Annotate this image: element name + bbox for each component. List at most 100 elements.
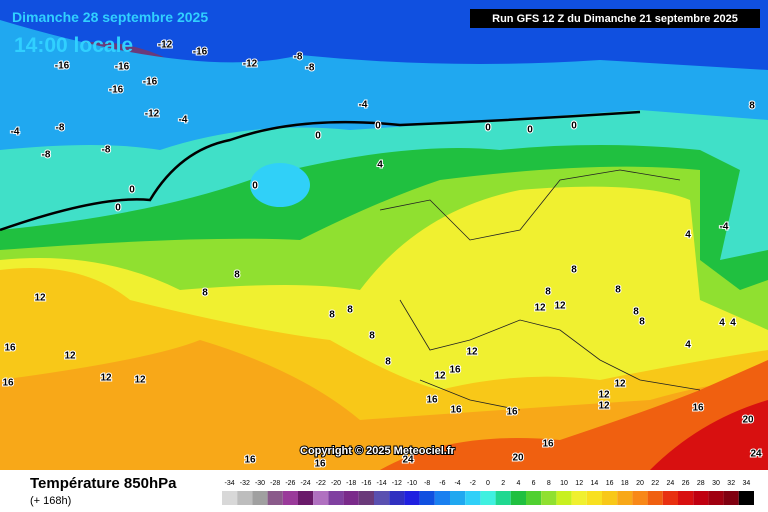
legend-label: -20 [331,480,341,487]
legend-label: 18 [621,480,629,487]
legend-swatch [282,491,298,505]
contour-label: 12 [614,379,626,390]
legend-label: 28 [697,480,705,487]
contour-label: 12 [34,293,46,304]
contour-label: -12 [243,59,258,70]
contour-label: 16 [244,455,256,466]
contour-label: 0 [315,131,321,142]
legend-label: 10 [560,480,568,487]
contour-label: 12 [598,390,610,401]
legend-swatch [510,491,526,505]
contour-label: 12 [598,401,610,412]
legend-label: -32 [240,480,250,487]
legend-swatch [678,491,694,505]
contour-label: 12 [134,375,146,386]
legend-label: 14 [591,480,599,487]
legend-swatch [298,491,314,505]
contour-label: -16 [193,47,208,58]
contour-label: 8 [369,331,375,342]
legend-swatch [708,491,724,505]
legend-swatch [450,491,466,505]
contour-label: -12 [158,40,173,51]
contour-label: -4 [359,100,368,111]
contour-label: 8 [749,101,755,112]
contour-label: 8 [639,317,645,328]
contour-label: 16 [449,365,461,376]
legend-swatch [252,491,268,505]
contour-label: -16 [109,85,124,96]
legend-label: -10 [407,480,417,487]
legend-swatch [480,491,496,505]
footer-title: Température 850hPa [30,475,177,492]
legend-swatch [647,491,663,505]
legend-label: 2 [501,480,505,487]
legend-label: -6 [439,480,445,487]
contour-label: 4 [719,318,725,329]
legend-swatch [465,491,481,505]
contour-label: 20 [512,453,524,464]
contour-label: 12 [554,301,566,312]
contour-label: 8 [385,357,391,368]
band [650,400,768,470]
legend-swatch [495,491,511,505]
contour-label: 0 [571,121,577,132]
legend-label: 16 [606,480,614,487]
legend-label: 24 [667,480,675,487]
contour-label: 0 [115,203,121,214]
contour-label: -12 [145,109,160,120]
contour-label: 4 [685,340,691,351]
legend-swatch [586,491,602,505]
legend-label: 22 [651,480,659,487]
legend-swatch [374,491,390,505]
run-box [470,9,760,28]
legend-swatch [328,491,344,505]
contour-label: -8 [56,123,65,134]
legend-swatch [541,491,557,505]
time: 14:00 locale [14,34,133,57]
legend-label: -8 [424,480,430,487]
legend-swatch [222,491,238,505]
legend-label: -4 [454,480,460,487]
legend-label: 12 [575,480,583,487]
contour-label: 16 [692,403,704,414]
legend-swatch [313,491,329,505]
contour-label: 12 [64,351,76,362]
legend-swatch [526,491,542,505]
legend-label: 0 [486,480,490,487]
legend-swatch [343,491,359,505]
legend-swatch [693,491,709,505]
contour-label: 24 [750,449,762,460]
contour-label: -8 [102,145,111,156]
contour-label: 0 [252,181,258,192]
copyright: Copyright © 2025 Meteociel.fr [300,445,456,457]
legend-label: 20 [636,480,644,487]
contour-label: 16 [2,378,14,389]
legend-label: -12 [392,480,402,487]
legend-label: 26 [682,480,690,487]
contour-label: 4 [377,160,383,171]
contour-label: 16 [450,405,462,416]
run-text: Run GFS 12 Z du Dimanche 21 septembre 20… [492,13,738,25]
legend-label: 4 [516,480,520,487]
contour-label: 12 [100,373,112,384]
legend-swatch [662,491,678,505]
legend-swatch [738,491,754,505]
legend-label: 6 [532,480,536,487]
contour-label: 8 [347,305,353,316]
contour-label: 0 [129,185,135,196]
legend-label: -22 [316,480,326,487]
legend-swatch [404,491,420,505]
legend-swatch [267,491,283,505]
band [380,360,768,470]
date: Dimanche 28 septembre 2025 [12,9,208,25]
contour-label: 4 [730,318,736,329]
contour-label: 24 [402,455,414,466]
contour-label: -8 [42,150,51,161]
legend-swatch [389,491,405,505]
legend-label: -14 [377,480,387,487]
legend-swatch [556,491,572,505]
contour-label: -4 [11,127,20,138]
legend-swatch [723,491,739,505]
contour-label: 16 [542,439,554,450]
